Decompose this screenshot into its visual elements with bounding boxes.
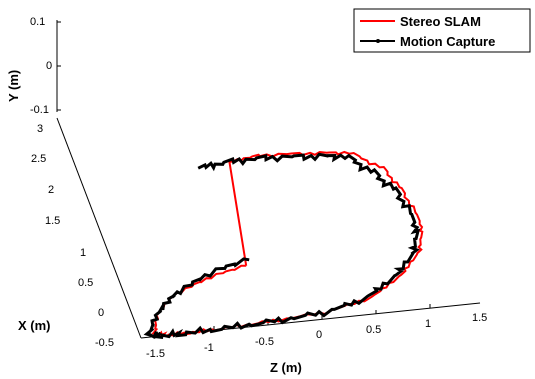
x-ticks: 3 2.5 2 1.5 1 0.5 0 -0.5 <box>31 123 114 349</box>
legend-box <box>353 8 531 53</box>
legend-label-motion-capture: Motion Capture <box>400 34 495 49</box>
y-ticks: 0.1 0 -0.1 <box>30 16 61 116</box>
x-tick-label: 0.5 <box>78 277 93 289</box>
y-tick-label: 0 <box>46 60 52 72</box>
z-tick-label: 0 <box>316 329 322 341</box>
x-tick-label: 2.5 <box>31 153 46 165</box>
z-tick-label: 1 <box>425 318 431 330</box>
x-tick-label: 0 <box>98 307 104 319</box>
x-tick-label: 3 <box>37 123 43 135</box>
x-axis-line <box>56 117 142 339</box>
x-tick-label: 1 <box>80 247 86 259</box>
series-line-motion-capture <box>143 152 421 340</box>
z-ticks: -1.5 -1 -0.5 0 0.5 1 1.5 <box>146 304 487 360</box>
legend-label-stereo-slam: Stereo SLAM <box>400 14 481 29</box>
y-tick-label: 0.1 <box>30 16 45 28</box>
x-tick-label: 2 <box>48 184 54 196</box>
x-axis-label: X (m) <box>18 318 51 333</box>
z-tick-label: -1.5 <box>146 348 165 360</box>
z-tick-label: -1 <box>204 342 214 354</box>
y-axis-label: Y (m) <box>6 70 21 102</box>
legend-marker-motion-capture <box>376 39 380 43</box>
z-tick-label: 1.5 <box>472 312 487 324</box>
z-tick-label: 0.5 <box>366 324 381 336</box>
z-tick-label: -0.5 <box>255 336 274 348</box>
z-axis-label: Z (m) <box>270 360 302 375</box>
legend: Stereo SLAM Motion Capture <box>353 8 531 53</box>
x-tick-label: -0.5 <box>95 337 114 349</box>
y-tick-label: -0.1 <box>30 104 49 116</box>
x-tick-label: 1.5 <box>45 215 60 227</box>
